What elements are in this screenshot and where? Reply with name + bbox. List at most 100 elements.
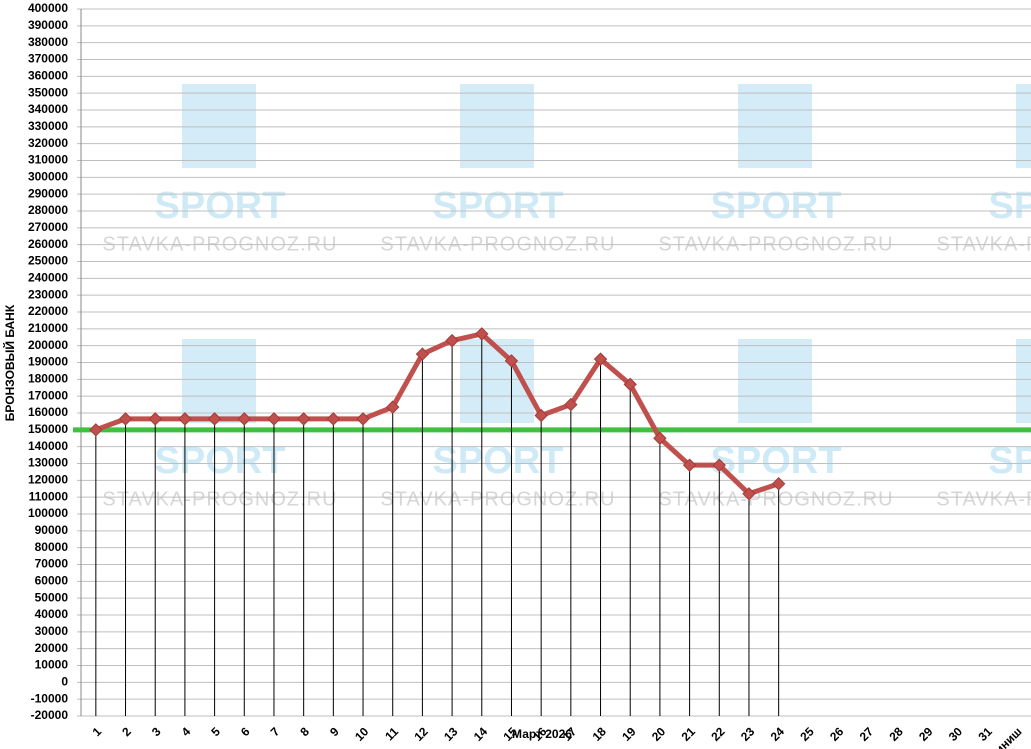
y-tick-label: 370000	[28, 52, 68, 66]
watermark-logo	[738, 84, 812, 168]
y-tick-label: 40000	[35, 607, 69, 621]
watermark-logo	[460, 84, 534, 168]
x-tick-label: 10	[352, 724, 372, 744]
x-tick-label: 18	[590, 724, 610, 744]
data-point	[89, 423, 103, 437]
watermark-logo	[1016, 339, 1031, 423]
y-tick-label: 130000	[28, 456, 68, 470]
y-tick-label: 310000	[28, 153, 68, 167]
x-tick-label: 3	[149, 724, 164, 739]
x-tick-label: 23	[738, 724, 758, 744]
y-tick-label: 150000	[28, 422, 68, 436]
y-tick-label: 180000	[28, 372, 68, 386]
data-point	[564, 397, 578, 412]
data-point	[207, 412, 222, 426]
x-tick-label: 2	[119, 724, 134, 739]
y-tick-label: 300000	[28, 170, 68, 184]
watermark-logo	[182, 84, 256, 168]
y-tick-label: 160000	[28, 405, 68, 419]
y-tick-label: 70000	[35, 557, 69, 571]
data-point	[148, 412, 162, 426]
data-point	[593, 352, 608, 366]
y-tick-label: 250000	[28, 254, 68, 268]
y-tick-label: 10000	[35, 658, 69, 672]
y-tick-label: 110000	[29, 489, 69, 503]
watermark: SPORT	[433, 185, 564, 227]
x-tick-label: 22	[708, 724, 728, 744]
y-tick-label: 230000	[28, 287, 68, 301]
x-tick-label: 25	[797, 724, 817, 744]
data-point	[475, 327, 489, 341]
y-tick-label: 80000	[35, 540, 69, 554]
y-tick-label: -20000	[31, 708, 69, 722]
data-point	[534, 408, 548, 423]
y-tick-label: 330000	[28, 119, 68, 133]
y-tick-label: 120000	[28, 473, 68, 487]
data-point	[445, 333, 459, 348]
x-tick-label: 14	[471, 724, 491, 744]
data-point	[118, 412, 133, 426]
y-tick-label: 0	[61, 675, 68, 689]
watermark-logo	[1016, 84, 1031, 168]
y-axis-title: БРОНЗОВЫЙ БАНК	[2, 304, 17, 421]
x-tick-label: 9	[327, 724, 342, 739]
x-tick-label: 24	[768, 724, 788, 744]
x-tick-label: 21	[679, 724, 699, 744]
x-tick-label: 6	[238, 724, 253, 739]
data-point	[653, 431, 667, 445]
y-tick-label: 140000	[28, 439, 68, 453]
x-tick-label: 27	[857, 724, 877, 744]
y-tick-label: 350000	[28, 85, 68, 99]
y-tick-label: 340000	[28, 102, 68, 116]
data-point	[326, 412, 341, 426]
y-tick-label: 240000	[28, 271, 68, 285]
x-tick-label: 19	[619, 724, 639, 744]
x-tick-label: 7	[268, 724, 283, 739]
watermark-logo	[182, 339, 256, 423]
data-point	[623, 377, 637, 392]
data-point	[237, 412, 251, 426]
data-point	[296, 412, 311, 426]
x-tick-label: 12	[411, 724, 431, 744]
y-tick-label: 400000	[28, 1, 68, 15]
y-tick-label: 90000	[35, 523, 69, 537]
y-tick-label: 220000	[28, 304, 68, 318]
y-tick-label: 30000	[35, 624, 69, 638]
x-tick-label: 5	[208, 724, 223, 739]
y-tick-label: 20000	[35, 641, 69, 655]
x-tick-label: 11	[382, 724, 401, 743]
y-tick-label: 200000	[28, 338, 68, 352]
watermark: SPORT	[711, 185, 842, 227]
data-point	[742, 487, 756, 501]
y-tick-label: 320000	[28, 136, 68, 150]
y-tick-label: 360000	[28, 69, 68, 83]
watermark: SPORT	[155, 185, 286, 227]
data-point	[267, 412, 281, 426]
y-tick-label: 60000	[35, 574, 69, 588]
x-tick-label: 8	[297, 724, 312, 739]
data-point	[178, 412, 192, 426]
x-tick-label: 30	[946, 724, 966, 744]
x-tick-label: 20	[649, 724, 669, 744]
y-tick-label: 290000	[28, 186, 68, 200]
data-point	[771, 476, 786, 491]
x-axis-title: Март 2026	[512, 727, 572, 741]
x-tick-label: 28	[886, 724, 906, 744]
watermark: SPORT	[989, 185, 1031, 227]
y-tick-label: 280000	[28, 203, 68, 217]
y-tick-label: 210000	[28, 321, 68, 335]
y-tick-label: 260000	[28, 237, 68, 251]
y-tick-label: 270000	[28, 220, 68, 234]
watermark: STAVKA-PROGNOZ.RU	[380, 488, 615, 510]
data-point	[386, 400, 400, 414]
x-tick-label: 4	[179, 724, 194, 739]
y-tick-label: 380000	[28, 35, 68, 49]
y-tick-label: -10000	[31, 691, 69, 705]
y-tick-label: 100000	[28, 506, 68, 520]
data-point	[504, 354, 519, 368]
x-tick-label: 29	[916, 724, 936, 744]
y-tick-label: 50000	[35, 590, 69, 604]
data-point	[712, 458, 726, 472]
watermark-logo	[738, 339, 812, 423]
